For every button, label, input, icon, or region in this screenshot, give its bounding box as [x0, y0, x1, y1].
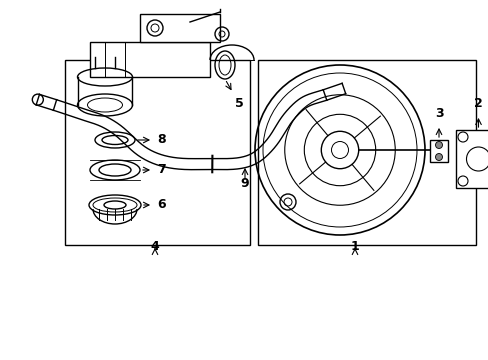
Bar — [455, 130, 488, 188]
Text: 7: 7 — [157, 163, 165, 176]
Text: 4: 4 — [150, 240, 159, 253]
Text: 1: 1 — [350, 240, 359, 253]
Bar — [65, 60, 249, 245]
Text: 6: 6 — [157, 198, 165, 211]
Bar — [429, 140, 447, 162]
Text: 9: 9 — [240, 177, 249, 190]
Circle shape — [435, 141, 442, 148]
Text: 8: 8 — [157, 134, 165, 147]
Text: 3: 3 — [434, 107, 443, 120]
Bar — [140, 14, 220, 42]
Bar — [90, 42, 209, 77]
Bar — [258, 60, 475, 245]
Circle shape — [435, 153, 442, 161]
Text: 5: 5 — [235, 97, 243, 110]
Text: 2: 2 — [473, 97, 482, 110]
